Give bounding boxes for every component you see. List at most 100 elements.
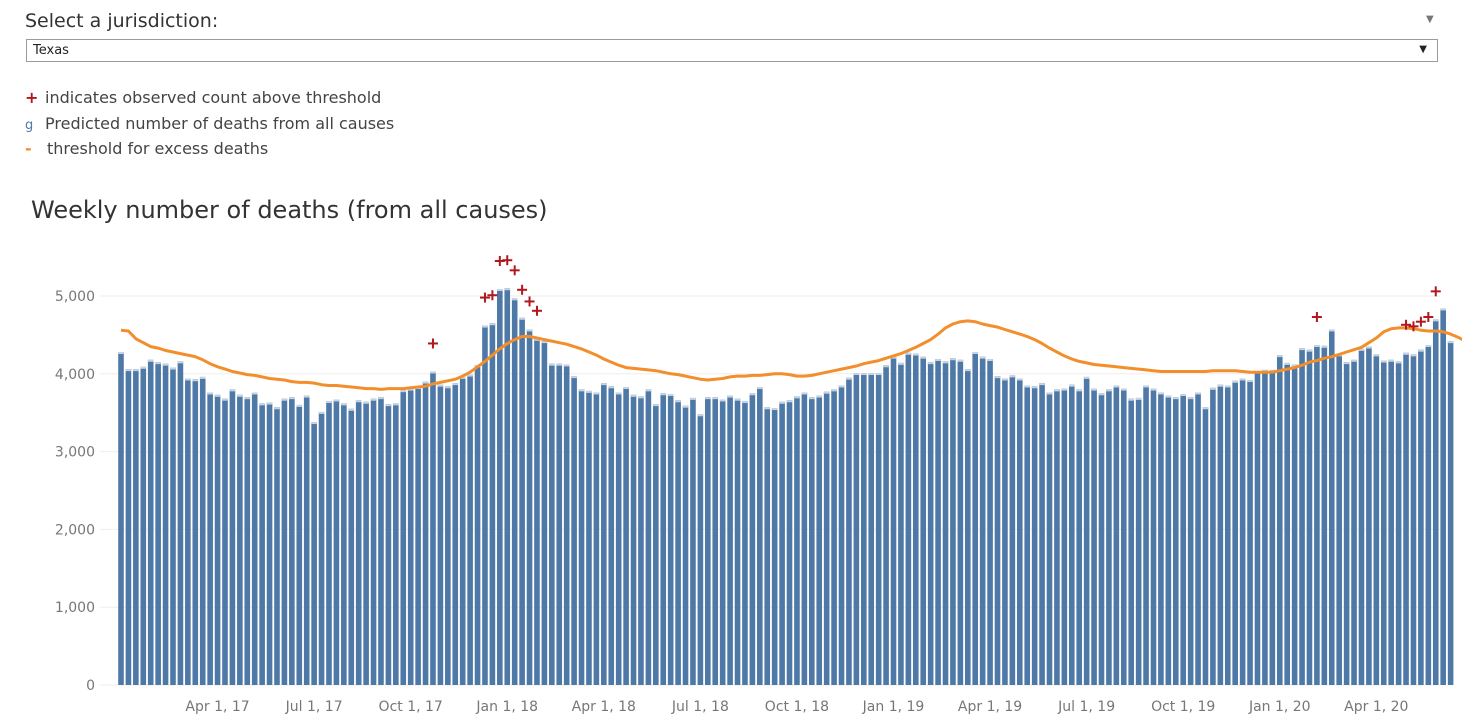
legend-item-threshold: - threshold for excess deaths: [25, 139, 268, 158]
bar: [1418, 349, 1424, 685]
chevron-down-icon[interactable]: ▼: [1419, 44, 1427, 55]
bar: [393, 403, 399, 685]
above-threshold-marker: [531, 305, 542, 316]
bar: [1440, 308, 1446, 685]
bar: [957, 359, 964, 685]
bar: [1321, 345, 1328, 685]
x-tick-label: Jul 1, 18: [671, 699, 729, 715]
predicted-cap: [667, 394, 674, 397]
bar: [281, 398, 288, 685]
predicted-cap: [1314, 345, 1320, 348]
predicted-cap: [1410, 354, 1417, 357]
above-threshold-marker: [509, 265, 520, 276]
predicted-cap: [185, 378, 191, 381]
predicted-cap: [675, 400, 681, 403]
predicted-cap: [1403, 352, 1409, 355]
predicted-cap: [519, 317, 525, 320]
predicted-cap: [1120, 388, 1127, 391]
bar: [147, 359, 154, 685]
bar: [1091, 388, 1097, 685]
predicted-cap: [259, 403, 265, 406]
predicted-cap: [846, 377, 852, 380]
predicted-cap: [133, 369, 139, 372]
predicted-cap: [125, 369, 132, 372]
panel-menu-chevron-icon[interactable]: ▼: [1426, 14, 1434, 25]
predicted-cap: [1083, 376, 1090, 379]
predicted-cap: [1210, 387, 1216, 390]
predicted-cap: [1009, 375, 1016, 378]
predicted-cap: [199, 376, 206, 379]
bar: [987, 359, 993, 685]
bar: [868, 373, 875, 685]
bar: [133, 369, 139, 685]
y-tick-label: 1,000: [55, 600, 95, 616]
predicted-cap: [638, 396, 644, 399]
predicted-cap: [1068, 384, 1075, 387]
bar: [1217, 384, 1224, 685]
predicted-cap: [749, 393, 756, 396]
predicted-cap: [623, 387, 629, 390]
predicted-cap: [170, 367, 176, 370]
bar: [333, 399, 340, 685]
bar: [378, 397, 384, 685]
predicted-cap: [497, 288, 503, 291]
bar: [645, 389, 652, 685]
x-tick-label: Apr 1, 18: [572, 699, 636, 715]
predicted-cap: [1373, 354, 1380, 357]
bar: [794, 396, 800, 685]
predicted-cap: [244, 397, 251, 400]
predicted-cap: [875, 373, 882, 376]
bar: [742, 401, 748, 685]
bar: [1113, 385, 1120, 685]
above-threshold-marker: [479, 292, 490, 303]
predicted-cap: [1202, 407, 1209, 410]
predicted-cap: [898, 362, 904, 365]
bar: [1276, 355, 1283, 685]
bar: [541, 341, 548, 685]
bar: [251, 392, 258, 685]
bar: [1232, 380, 1238, 685]
bar: [229, 389, 236, 685]
predicted-cap: [794, 396, 800, 399]
threshold-line: [120, 319, 1462, 391]
predicted-cap: [912, 353, 919, 356]
above-threshold-marker: [1415, 316, 1426, 327]
predicted-cap: [853, 373, 860, 376]
predicted-cap: [437, 384, 444, 387]
bar: [489, 323, 496, 685]
bar: [430, 371, 436, 685]
bar: [682, 405, 689, 685]
bar: [1432, 319, 1439, 685]
bar: [1031, 386, 1038, 685]
predicted-cap: [1432, 319, 1439, 322]
predicted-cap: [214, 394, 221, 397]
predicted-cap: [452, 383, 459, 386]
jurisdiction-selected-value: Texas: [33, 43, 69, 58]
bar: [355, 400, 362, 685]
predicted-cap: [1024, 385, 1031, 388]
above-threshold-marker: [1430, 286, 1441, 297]
bar: [207, 392, 213, 685]
predicted-cap: [1016, 378, 1023, 381]
bar: [326, 401, 332, 685]
predicted-cap: [653, 404, 659, 407]
predicted-cap: [987, 359, 993, 362]
predicted-cap: [1113, 385, 1120, 388]
bar: [274, 407, 280, 685]
predicted-cap: [370, 398, 377, 401]
bar: [237, 394, 243, 685]
above-threshold-marker: [524, 296, 535, 307]
bar: [890, 356, 897, 685]
bar: [259, 403, 265, 685]
bar: [667, 394, 674, 685]
predicted-cap: [563, 364, 570, 367]
jurisdiction-select[interactable]: Texas ▼: [26, 39, 1438, 62]
predicted-cap: [177, 361, 184, 364]
bar: [1269, 369, 1276, 685]
bar: [318, 411, 325, 685]
bar: [660, 393, 667, 685]
predicted-cap: [1291, 364, 1298, 367]
bar: [757, 387, 763, 685]
predicted-cap: [541, 341, 548, 344]
